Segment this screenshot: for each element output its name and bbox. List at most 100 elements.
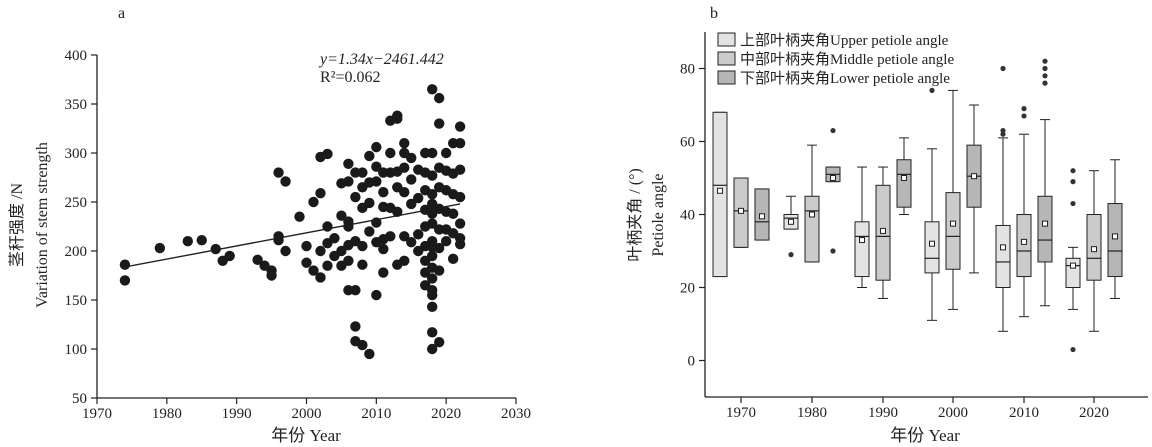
panel-a-x-tick-label: 1980 xyxy=(152,406,182,422)
panel-b-box xyxy=(1107,159,1123,299)
panel-b-legend-swatch xyxy=(717,70,736,85)
panel-a-data-point xyxy=(364,348,375,360)
panel-a-y-tick-label: 50 xyxy=(72,391,87,407)
panel-a-data-point xyxy=(350,321,361,332)
panel-b-legend-label: 中部叶柄夹角Middle petiole angle xyxy=(740,51,954,68)
panel-b-box xyxy=(1065,168,1081,353)
panel-a-data-point xyxy=(433,92,445,104)
panel-a-data-point xyxy=(280,176,291,187)
panel-a-data-point xyxy=(224,250,235,262)
panel-b-y-tick-label: 0 xyxy=(688,354,696,370)
panel-b-box xyxy=(754,188,770,241)
panel-a-data-point xyxy=(336,210,347,221)
panel-b-box xyxy=(1016,106,1032,318)
panel-b-outlier xyxy=(1070,346,1076,353)
panel-b-box-body xyxy=(896,159,912,208)
panel-a-data-point xyxy=(454,138,466,149)
panel-a-data-point xyxy=(343,221,354,232)
panel-b-x-tick-label: 2000 xyxy=(938,405,968,421)
panel-a-data-point xyxy=(427,250,438,262)
panel-a-data-point xyxy=(315,187,326,199)
panel-a-data-point xyxy=(454,233,466,244)
panel-a-label: a xyxy=(118,5,125,22)
panel-a-data-point xyxy=(371,176,382,187)
panel-b-mean-marker xyxy=(788,218,794,225)
panel-a-x-tick-label: 2010 xyxy=(361,406,391,422)
panel-a-data-point xyxy=(301,257,312,268)
panel-a-data-point xyxy=(440,147,452,159)
panel-b-box xyxy=(945,89,961,310)
panel-b-box xyxy=(875,166,891,299)
panel-a-data-point xyxy=(427,147,438,159)
panel-a-data-point xyxy=(427,84,438,95)
panel-a-data-point xyxy=(252,254,263,266)
panel-a-data-point xyxy=(308,265,319,276)
panel-b-x-tick-label: 1990 xyxy=(868,405,898,421)
panel-a-trendline xyxy=(124,203,461,268)
panel-a-data-point xyxy=(350,191,361,203)
panel-a-data-point xyxy=(447,208,459,219)
panel-a-data-point xyxy=(385,231,396,242)
panel-a-data-point xyxy=(280,245,291,257)
panel-b-mean-marker xyxy=(759,213,765,220)
panel-a-data-point xyxy=(433,242,445,254)
panel-b-box-body xyxy=(854,221,870,278)
panel-b-x-tick-label: 1980 xyxy=(797,405,827,421)
panel-a-data-point xyxy=(196,235,207,246)
panel-b-mean-marker xyxy=(880,227,886,234)
panel-b-box xyxy=(733,177,749,248)
panel-b-x-tick-label: 2020 xyxy=(1079,405,1109,421)
panel-a-data-point xyxy=(433,336,445,348)
panel-b-legend: 上部叶柄夹角Upper petiole angle 中部叶柄夹角Middle pe… xyxy=(717,32,954,87)
panel-b-legend-label: 上部叶柄夹角Upper petiole angle xyxy=(740,32,949,49)
panel-b-mean-marker xyxy=(1042,220,1048,227)
panel-b-outlier xyxy=(1021,106,1027,112)
panel-a-data-point xyxy=(350,285,361,296)
panel-b-outlier xyxy=(830,248,836,254)
panel-b-mean-marker xyxy=(738,207,744,214)
panel-a-scatter-chart: a 1970 1980 1990 2000 2010 2020 2030 50 100 150 20… xyxy=(8,5,531,445)
panel-a-data-point xyxy=(336,245,347,257)
panel-a-data-point xyxy=(427,218,438,229)
panel-a-data-point xyxy=(378,243,389,255)
panel-a-data-point xyxy=(454,164,466,175)
panel-a-data-point xyxy=(119,259,131,270)
panel-b-ticks: 0 20 40 60 80 1970 1980 1990 2000 2010 2020 xyxy=(680,62,1109,422)
panel-b-box-body xyxy=(804,195,820,263)
panel-a-data-point xyxy=(308,196,319,208)
panel-a-x-tick-label: 2000 xyxy=(292,406,322,422)
panel-a-data-point xyxy=(433,118,445,129)
panel-b-box xyxy=(854,166,870,288)
panel-b-box xyxy=(966,104,982,274)
panel-b-outlier xyxy=(1070,200,1076,207)
panel-a-data-point xyxy=(343,176,354,187)
panel-a-y-tick-label: 100 xyxy=(65,342,88,358)
panel-b-box-body xyxy=(712,111,728,278)
panel-a-data-point xyxy=(315,245,326,257)
panel-a-data-point xyxy=(385,147,396,159)
panel-b-box xyxy=(1037,58,1053,307)
panel-a-data-point xyxy=(427,343,438,355)
panel-b-legend-swatch xyxy=(717,32,736,47)
panel-a-data-point xyxy=(427,327,438,338)
panel-a-y-tick-label: 250 xyxy=(65,195,88,211)
panel-b-mean-marker xyxy=(1070,262,1076,269)
panel-b-mean-marker xyxy=(950,220,956,227)
panel-a-data-point xyxy=(427,170,438,181)
panel-a-data-point xyxy=(392,113,403,124)
panel-a-data-point xyxy=(357,339,368,351)
panel-a-x-tick-label: 2030 xyxy=(501,406,531,422)
panel-a-data-point xyxy=(364,150,375,162)
panel-b-outlier xyxy=(1070,168,1076,174)
panel-a-data-point xyxy=(427,301,438,313)
panel-a-data-point xyxy=(454,191,466,203)
panel-a-data-point xyxy=(210,243,221,255)
panel-b-mean-marker xyxy=(929,240,935,247)
panel-b-mean-marker xyxy=(1000,244,1006,251)
panel-a-y-tick-label: 150 xyxy=(65,293,88,309)
panel-a-data-point xyxy=(433,265,445,276)
panel-a-data-point xyxy=(364,197,375,209)
panel-a-data-point xyxy=(357,167,368,178)
panel-b-box xyxy=(783,195,799,258)
